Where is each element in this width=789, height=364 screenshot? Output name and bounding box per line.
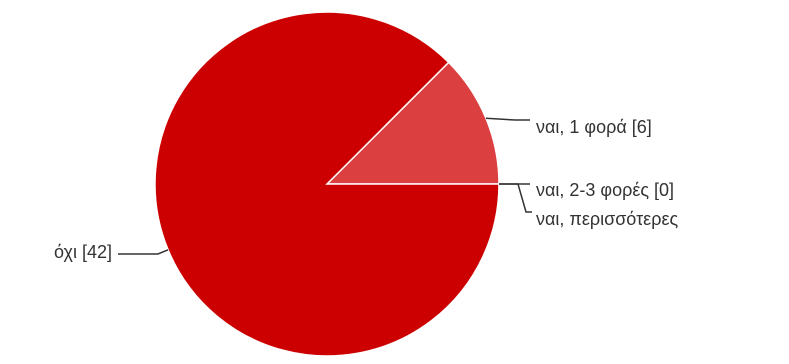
slice-labels: ναι, 1 φορά [6] ναι, 2-3 φορές [0] ναι, …: [54, 117, 678, 262]
leader-ochi: [118, 249, 169, 255]
pie-slices: [154, 11, 500, 357]
slice-ochi: [154, 11, 500, 357]
leader-lines: [118, 117, 532, 255]
slice-label-ochi: όχι [42]: [54, 242, 112, 262]
slice-label-nai-1-fora: ναι, 1 φορά [6]: [536, 117, 652, 137]
slice-label-nai-perissoteres: ναι, περισσότερες: [536, 209, 678, 229]
slice-label-nai-2-3-fores: ναι, 2-3 φορές [0]: [536, 180, 674, 200]
leader-nai-1-fora: [485, 117, 530, 121]
leader-nai-perissoteres: [499, 183, 532, 213]
slice-nai-1-fora: [325, 61, 500, 185]
